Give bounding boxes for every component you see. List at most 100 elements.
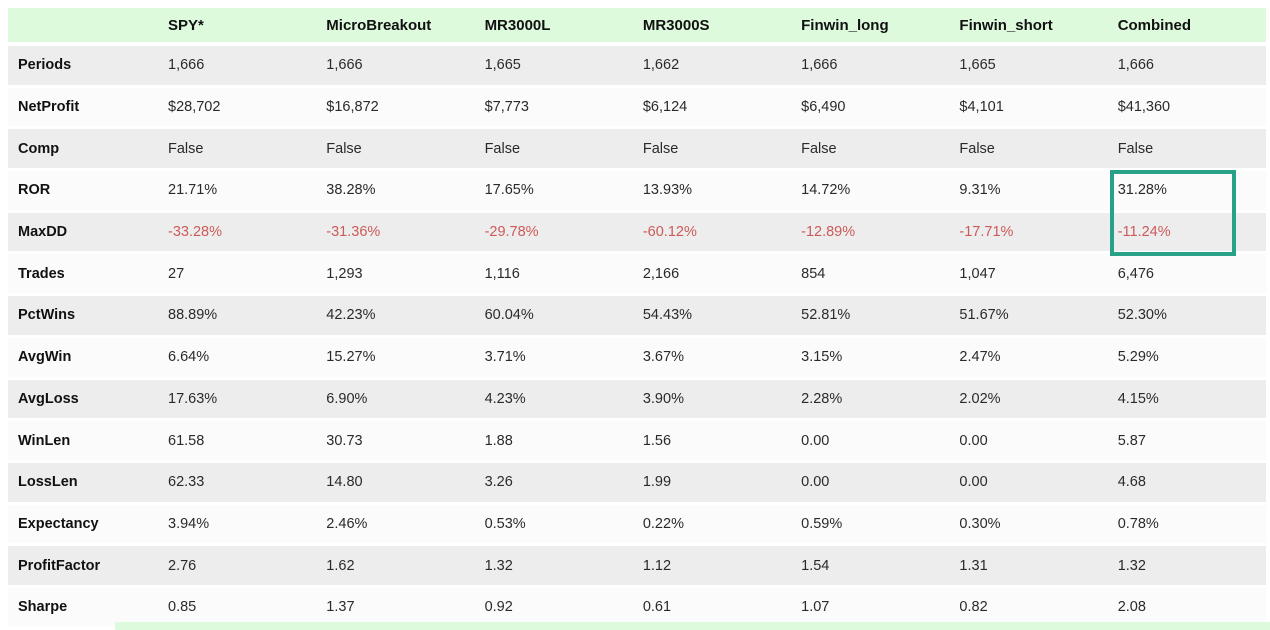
table-row: AvgLoss 17.63% 6.90% 4.23% 3.90% 2.28% 2.02% 4.… <box>8 379 1266 422</box>
cell: 1.56 <box>632 421 792 463</box>
cell: 3.94% <box>158 504 317 547</box>
cell: 14.72% <box>791 171 950 213</box>
cell: False <box>1107 129 1266 172</box>
table-body: Periods 1,666 1,666 1,665 1,662 1,666 1,665 1,6… <box>8 46 1266 630</box>
cell: -12.89% <box>791 212 950 255</box>
cell: False <box>791 129 950 172</box>
cell: 52.81% <box>791 296 950 338</box>
cell: 60.04% <box>474 296 633 338</box>
cell: $4,101 <box>949 87 1108 130</box>
cell: False <box>158 129 317 172</box>
cell: 0.30% <box>949 504 1108 547</box>
cell: -33.28% <box>158 212 317 255</box>
table-row: Expectancy 3.94% 2.46% 0.53% 0.22% 0.59% 0.30%… <box>8 504 1266 547</box>
row-label: ROR <box>8 171 158 213</box>
cell: 3.15% <box>791 337 950 380</box>
cell: 0.00 <box>791 421 950 463</box>
cell: False <box>316 129 475 172</box>
column-header-mr3000l: MR3000L <box>474 8 633 46</box>
row-label: NetProfit <box>8 87 158 130</box>
next-table-header-strip <box>115 622 1270 630</box>
cell: 0.22% <box>632 504 792 547</box>
cell: 6.90% <box>316 379 475 422</box>
cell: 51.67% <box>949 296 1108 338</box>
cell: 5.87 <box>1107 421 1266 463</box>
cell: 1,665 <box>949 46 1108 88</box>
cell: 17.65% <box>474 171 633 213</box>
column-header-finwin-short: Finwin_short <box>949 8 1108 46</box>
cell: 52.30% <box>1107 296 1266 338</box>
cell: 21.71% <box>158 171 317 213</box>
cell: 1.32 <box>1107 546 1266 588</box>
row-label: Trades <box>8 254 158 297</box>
cell: 30.73 <box>316 421 475 463</box>
cell: $28,702 <box>158 87 317 130</box>
cell: 38.28% <box>316 171 475 213</box>
performance-table: SPY* MicroBreakout MR3000L MR3000S Finwin_lo… <box>8 8 1266 630</box>
table-row: Periods 1,666 1,666 1,665 1,662 1,666 1,665 1,6… <box>8 46 1266 88</box>
row-label: PctWins <box>8 296 158 338</box>
cell: 854 <box>791 254 950 297</box>
cell: 61.58 <box>158 421 317 463</box>
cell: 2.28% <box>791 379 950 422</box>
cell: False <box>632 129 792 172</box>
cell: 3.90% <box>632 379 792 422</box>
cell: 0.00 <box>791 462 950 505</box>
table-row: LossLen 62.33 14.80 3.26 1.99 0.00 0.00 4.68 <box>8 462 1266 505</box>
cell: 2.76 <box>158 546 317 588</box>
cell: 1,666 <box>1107 46 1266 88</box>
cell: -17.71% <box>949 212 1108 255</box>
column-header-mr3000s: MR3000S <box>632 8 792 46</box>
cell: 1.62 <box>316 546 475 588</box>
row-label: LossLen <box>8 462 158 505</box>
cell: 31.28% <box>1107 171 1266 213</box>
row-label: AvgWin <box>8 337 158 380</box>
cell: 0.53% <box>474 504 633 547</box>
cell: 1,666 <box>791 46 950 88</box>
table-row: WinLen 61.58 30.73 1.88 1.56 0.00 0.00 5.87 <box>8 421 1266 463</box>
row-label: Expectancy <box>8 504 158 547</box>
cell: 27 <box>158 254 317 297</box>
cell: 54.43% <box>632 296 792 338</box>
cell: 62.33 <box>158 462 317 505</box>
cell: $7,773 <box>474 87 633 130</box>
cell: 2,166 <box>632 254 792 297</box>
cell: 1.12 <box>632 546 792 588</box>
column-header-combined: Combined <box>1107 8 1266 46</box>
cell: 1,662 <box>632 46 792 88</box>
cell: False <box>949 129 1108 172</box>
cell: 1.88 <box>474 421 633 463</box>
cell: 6.64% <box>158 337 317 380</box>
cell: 4.68 <box>1107 462 1266 505</box>
cell: 3.67% <box>632 337 792 380</box>
cell: False <box>474 129 633 172</box>
cell: 88.89% <box>158 296 317 338</box>
cell: 0.00 <box>949 462 1108 505</box>
cell: 14.80 <box>316 462 475 505</box>
row-label: Comp <box>8 129 158 172</box>
cell: 1,666 <box>158 46 317 88</box>
table-row: PctWins 88.89% 42.23% 60.04% 54.43% 52.81% 51.… <box>8 296 1266 338</box>
cell: 1,293 <box>316 254 475 297</box>
cell: -60.12% <box>632 212 792 255</box>
cell: -11.24% <box>1107 212 1266 255</box>
column-header-microbreakout: MicroBreakout <box>316 8 475 46</box>
cell: 5.29% <box>1107 337 1266 380</box>
cell: $41,360 <box>1107 87 1266 130</box>
row-label: WinLen <box>8 421 158 463</box>
cell: 3.71% <box>474 337 633 380</box>
cell: 1.31 <box>949 546 1108 588</box>
cell: 15.27% <box>316 337 475 380</box>
table-row: MaxDD -33.28% -31.36% -29.78% -60.12% -12.89%… <box>8 212 1266 255</box>
cell: $6,124 <box>632 87 792 130</box>
column-header-spy-: SPY* <box>158 8 317 46</box>
cell: -31.36% <box>316 212 475 255</box>
cell: 13.93% <box>632 171 792 213</box>
cell: 17.63% <box>158 379 317 422</box>
table-row: ROR 21.71% 38.28% 17.65% 13.93% 14.72% 9.31% 31… <box>8 171 1266 213</box>
cell: 1,665 <box>474 46 633 88</box>
cell: 0.78% <box>1107 504 1266 547</box>
cell: $16,872 <box>316 87 475 130</box>
cell: 1,666 <box>316 46 475 88</box>
